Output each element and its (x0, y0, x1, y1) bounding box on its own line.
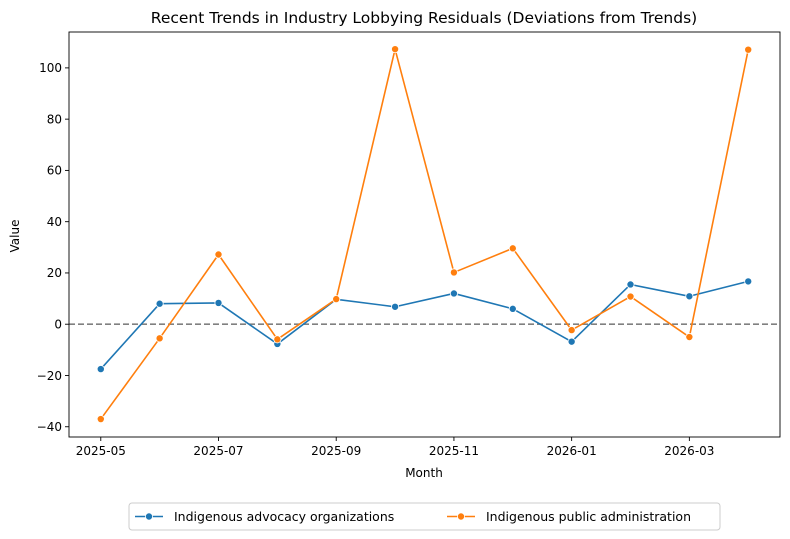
data-point (626, 292, 635, 301)
data-point (449, 289, 458, 298)
legend-box (128, 502, 721, 531)
x-tick-label: 2026-01 (547, 444, 597, 458)
x-tick-label: 2025-11 (429, 444, 479, 458)
legend-swatch-marker (456, 512, 465, 521)
data-point (744, 277, 753, 286)
chart-title: Recent Trends in Industry Lobbying Resid… (151, 9, 697, 27)
y-tick-label: 40 (47, 215, 62, 229)
y-axis-title: Value (8, 220, 22, 253)
y-tick-label: −40 (37, 420, 62, 434)
y-tick-label: 0 (54, 318, 62, 332)
x-axis-title: Month (405, 466, 443, 480)
y-tick-label: −20 (37, 369, 62, 383)
legend: Indigenous advocacy organizations Indigen… (128, 502, 721, 531)
legend-swatch-marker (144, 512, 153, 521)
legend-label: Indigenous public administration (486, 509, 691, 524)
y-tick-label: 80 (47, 112, 62, 126)
data-point (96, 365, 105, 374)
y-tick-label: 100 (39, 61, 62, 75)
data-point (567, 337, 576, 346)
x-tick-label: 2025-05 (76, 444, 126, 458)
plot-area: −40 −20 0 20 40 60 80 100 2025-05 2025-07 2025-09 2… (37, 31, 781, 458)
x-tick-label: 2025-07 (193, 444, 243, 458)
y-tick-label: 60 (47, 164, 62, 178)
data-point (214, 250, 223, 259)
series-line-2 (100, 48, 750, 420)
data-point (391, 302, 400, 311)
x-tick-label: 2025-09 (311, 444, 361, 458)
y-tick-label: 20 (47, 266, 62, 280)
data-point (391, 45, 400, 54)
data-point (685, 292, 694, 301)
data-point (449, 268, 458, 277)
data-point (214, 298, 223, 307)
data-point (744, 45, 753, 54)
legend-label: Indigenous advocacy organizations (174, 509, 394, 524)
data-point (273, 335, 282, 344)
plot-frame (68, 31, 781, 438)
data-point (155, 299, 164, 308)
data-point (155, 334, 164, 343)
data-point (96, 415, 105, 424)
data-point (508, 244, 517, 253)
data-point (685, 333, 694, 342)
data-point (332, 295, 341, 304)
data-point (567, 326, 576, 335)
data-point (626, 280, 635, 289)
series-line-1 (100, 280, 749, 370)
x-tick-label: 2026-03 (664, 444, 714, 458)
data-point (508, 304, 517, 313)
